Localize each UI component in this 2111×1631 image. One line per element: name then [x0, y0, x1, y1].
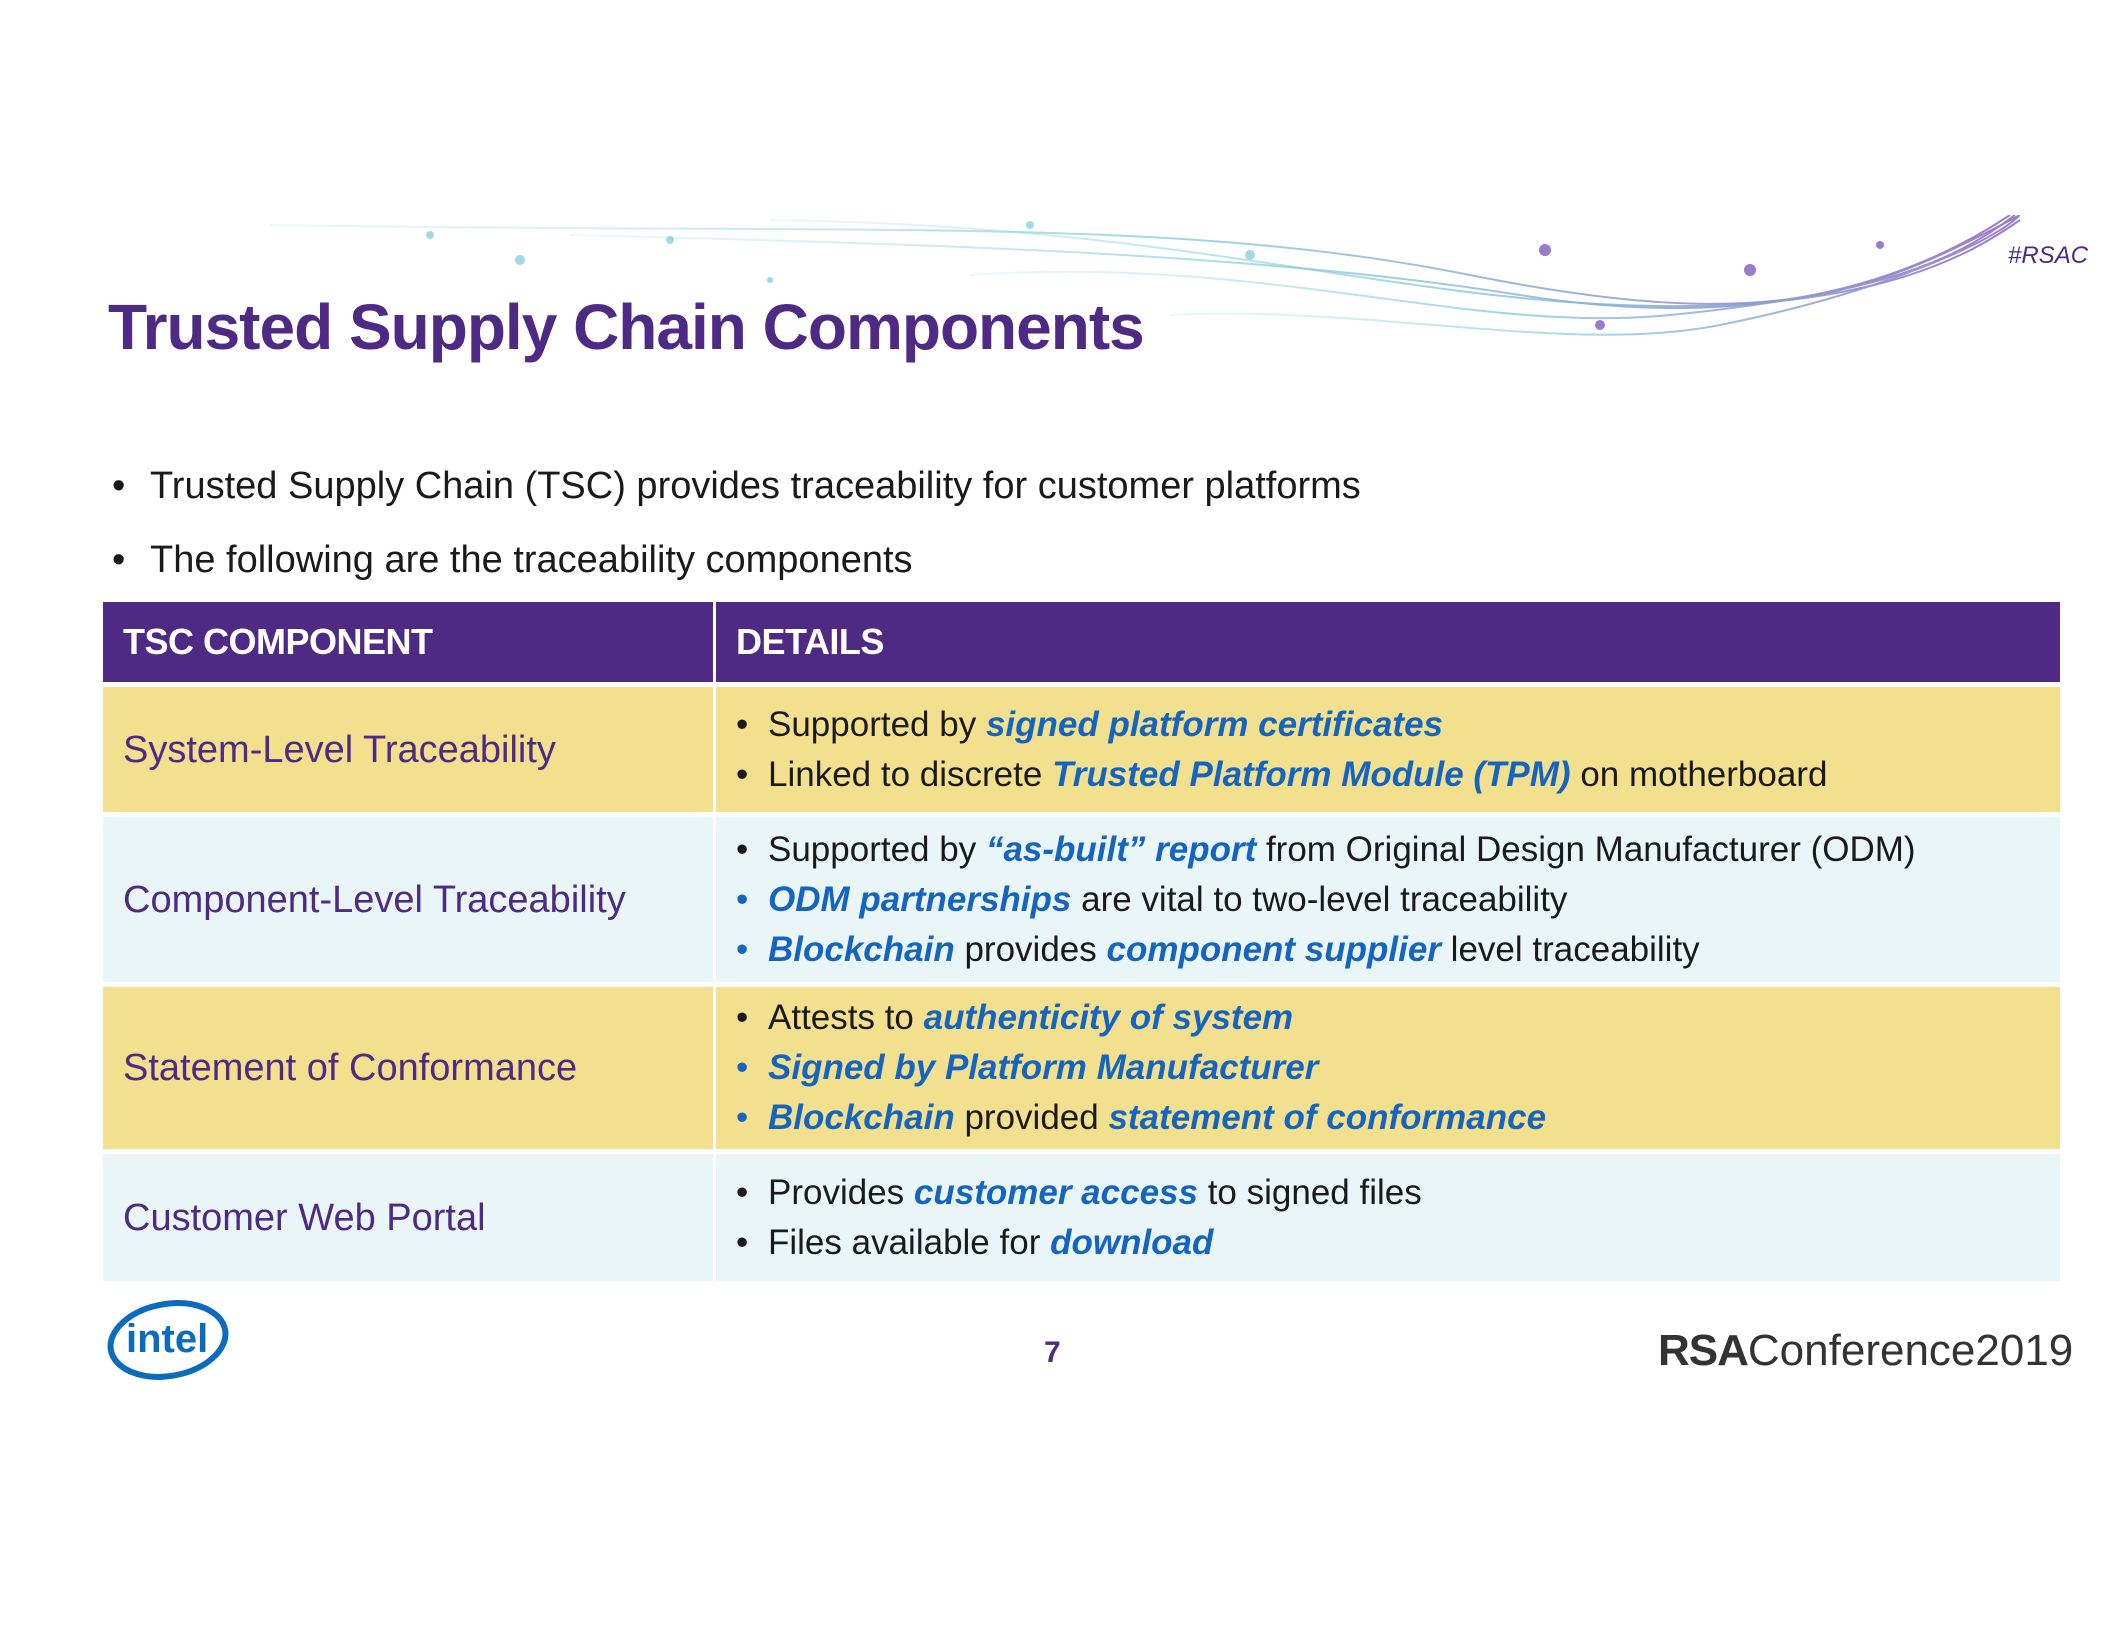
rsa-brand: RSA: [1658, 1326, 1749, 1375]
intel-logo: intel: [107, 1300, 229, 1380]
component-details: • Provides customer access to signed file…: [716, 1149, 2060, 1281]
bullet-dot: •: [736, 754, 749, 794]
intro-bullet-text: Trusted Supply Chain (TSC) provides trac…: [150, 465, 1361, 507]
detail-text: provided: [954, 1098, 1109, 1137]
emphasized-text: Trusted Platform Module (TPM): [1052, 754, 1571, 794]
detail-text: to signed files: [1197, 1172, 1422, 1212]
rsac-hashtag: #RSAC: [2008, 242, 2089, 269]
emphasized-text: Blockchain: [768, 929, 955, 969]
detail-bullet: • Blockchain provided statement of confor…: [736, 1093, 2040, 1143]
intro-bullet-text: The following are the traceability compo…: [150, 539, 913, 581]
intro-bullet: • The following are the traceability comp…: [112, 539, 913, 582]
decorative-wave-banner: [270, 215, 2020, 336]
bullet-dot: •: [736, 1222, 749, 1262]
bullet-dot: •: [112, 539, 126, 581]
detail-text: provides: [954, 929, 1107, 969]
detail-text: level traceability: [1440, 929, 1700, 969]
emphasized-text: authenticity of system: [923, 998, 1294, 1037]
detail-bullet: • Signed by Platform Manufacturer: [736, 1043, 2040, 1093]
detail-bullet: • Files available for download: [736, 1218, 2040, 1268]
detail-bullet: • Attests to authenticity of system: [736, 993, 2040, 1043]
detail-bullet: • ODM partnerships are vital to two-level…: [736, 875, 2040, 925]
component-name: Component-Level Traceability: [103, 812, 716, 982]
emphasized-text: component supplier: [1106, 929, 1441, 969]
emphasized-text: ODM partnerships: [768, 879, 1072, 919]
header-tsc-component: TSC COMPONENT: [103, 602, 716, 682]
detail-text: Attests to: [768, 998, 924, 1037]
detail-text: from Original Design Manufacturer (ODM): [1256, 829, 1916, 869]
bullet-dot: •: [736, 929, 749, 969]
emphasized-text: “as-built” report: [985, 829, 1257, 869]
conference-name: Conference2019: [1747, 1326, 2074, 1375]
detail-bullet: • Provides customer access to signed file…: [736, 1168, 2040, 1218]
emphasized-text: download: [1050, 1222, 1214, 1262]
slide-title: Trusted Supply Chain Components: [108, 291, 1145, 363]
bullet-dot: •: [736, 704, 749, 744]
table-header-row: TSC COMPONENT DETAILS: [103, 602, 2060, 682]
detail-text: Provides: [768, 1172, 914, 1212]
emphasized-text: customer access: [913, 1172, 1198, 1212]
detail-text: Supported by: [768, 704, 986, 744]
component-name: Customer Web Portal: [103, 1149, 716, 1281]
emphasized-text: statement of conformance: [1108, 1098, 1547, 1137]
component-details: • Supported by signed platform certificat…: [716, 682, 2060, 812]
bullet-dot: •: [112, 465, 126, 507]
emphasized-text: Blockchain: [768, 1098, 955, 1137]
component-details: • Supported by “as-built” report from Ori…: [716, 812, 2060, 982]
table-row: Customer Web Portal • Provides customer ac…: [103, 1149, 2060, 1281]
component-name: System-Level Traceability: [103, 682, 716, 812]
component-details: • Attests to authenticity of system • Signe…: [716, 982, 2060, 1149]
bullet-dot: •: [736, 879, 749, 919]
detail-bullet: • Blockchain provides component supplier …: [736, 925, 2040, 975]
bullet-dot: •: [736, 1172, 749, 1212]
detail-text: on motherboard: [1570, 754, 1828, 794]
detail-text: Supported by: [768, 829, 986, 869]
header-details: DETAILS: [716, 602, 2060, 682]
detail-text: Linked to discrete: [768, 754, 1053, 794]
bullet-dot: •: [736, 998, 749, 1037]
detail-bullet: • Linked to discrete Trusted Platform Mod…: [736, 750, 2040, 800]
detail-bullet: • Supported by “as-built” report from Ori…: [736, 825, 2040, 875]
intel-logo-text: intel: [126, 1317, 208, 1361]
component-name: Statement of Conformance: [103, 982, 716, 1149]
bullet-dot: •: [736, 1048, 749, 1087]
components-table: TSC COMPONENT DETAILS System-Level Trace…: [103, 602, 2060, 1281]
bullet-dot: •: [736, 1098, 749, 1137]
rsa-conference-logo: RSAConference2019: [1658, 1326, 2073, 1376]
bullet-dot: •: [736, 829, 749, 869]
detail-bullet: • Supported by signed platform certificat…: [736, 700, 2040, 750]
detail-text: Files available for: [768, 1222, 1051, 1262]
intro-bullet: • Trusted Supply Chain (TSC) provides tra…: [112, 465, 1361, 508]
emphasized-text: Signed by Platform Manufacturer: [768, 1048, 1319, 1087]
table-row: System-Level Traceability • Supported by s…: [103, 682, 2060, 812]
table-row: Statement of Conformance • Attests to auth…: [103, 982, 2060, 1149]
table-row: Component-Level Traceability • Supported b…: [103, 812, 2060, 982]
emphasized-text: signed platform certificates: [985, 704, 1444, 744]
detail-text: are vital to two-level traceability: [1071, 879, 1568, 919]
page-number: 7: [1044, 1336, 1061, 1369]
